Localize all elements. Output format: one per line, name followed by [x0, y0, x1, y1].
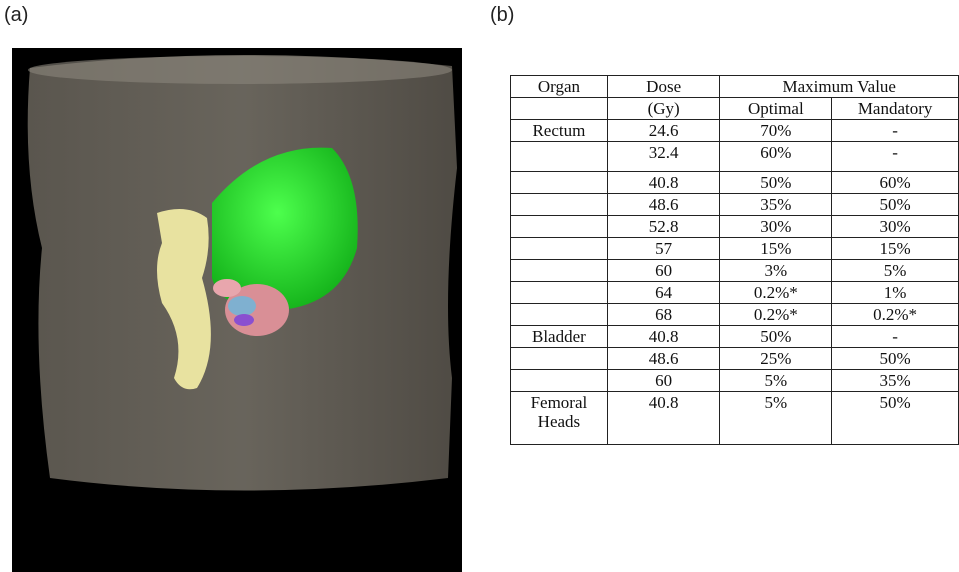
- table-cell: 25%: [719, 347, 833, 370]
- table-cell: 35%: [719, 193, 833, 216]
- table-cell: 0.2%*: [719, 281, 833, 304]
- table-row: 64 0.2%* 1%: [510, 281, 959, 304]
- table-cell: 15%: [719, 237, 833, 260]
- table-cell: 5%: [831, 259, 959, 282]
- table-row: Bladder 40.8 50% -: [510, 325, 959, 348]
- table-cell: Organ: [510, 75, 608, 98]
- table-cell: 5%: [719, 369, 833, 392]
- table-cell: 30%: [831, 215, 959, 238]
- table-row: 57 15% 15%: [510, 237, 959, 260]
- table-cell: 60%: [719, 141, 833, 172]
- table-cell: 60%: [831, 171, 959, 194]
- table-cell: [510, 97, 608, 120]
- table-cell: [510, 215, 608, 238]
- table-cell: 50%: [831, 347, 959, 370]
- table-cell: 50%: [719, 171, 833, 194]
- table-cell: 50%: [831, 193, 959, 216]
- table-cell: [510, 281, 608, 304]
- table-row: 52.8 30% 30%: [510, 215, 959, 238]
- panel-label: (b): [490, 4, 515, 26]
- table-cell: 70%: [719, 119, 833, 142]
- table-cell: 3%: [719, 259, 833, 282]
- table-cell: 60: [606, 259, 721, 282]
- table-cell: [510, 171, 608, 194]
- table-cell: (Gy): [606, 97, 721, 120]
- table-cell: [510, 369, 608, 392]
- table-row: 60 3% 5%: [510, 259, 959, 282]
- table-cell: 64: [606, 281, 721, 304]
- table-row: (Gy) Optimal Mandatory: [510, 97, 959, 120]
- render-image: [12, 48, 462, 572]
- table-cell: -: [831, 141, 959, 172]
- table-row: Rectum 24.6 70% -: [510, 119, 959, 142]
- table-cell: [510, 193, 608, 216]
- table-cell: 52.8: [606, 215, 721, 238]
- table-cell: 40.8: [606, 391, 721, 445]
- table-row: 48.6 35% 50%: [510, 193, 959, 216]
- table-cell: -: [831, 325, 959, 348]
- table-cell: 0.2%*: [831, 303, 959, 326]
- table-cell: [510, 303, 608, 326]
- table-cell: -: [831, 119, 959, 142]
- table-cell: [510, 347, 608, 370]
- table-cell: Femoral Heads: [510, 391, 608, 445]
- table-cell: 48.6: [606, 347, 721, 370]
- table-cell: 57: [606, 237, 721, 260]
- table-cell: 48.6: [606, 193, 721, 216]
- table-cell: 50%: [719, 325, 833, 348]
- table-cell: Dose: [606, 75, 721, 98]
- table-cell: 15%: [831, 237, 959, 260]
- table-cell: 1%: [831, 281, 959, 304]
- table-row: Organ Dose Maximum Value: [510, 75, 959, 98]
- table-row: 60 5% 35%: [510, 369, 959, 392]
- table-cell: 0.2%*: [719, 303, 833, 326]
- table-cell: Maximum Value: [719, 75, 959, 98]
- table-cell: 60: [606, 369, 721, 392]
- table-cell: Bladder: [510, 325, 608, 348]
- table-cell: 30%: [719, 215, 833, 238]
- table-row: 48.6 25% 50%: [510, 347, 959, 370]
- table-row: Femoral Heads 40.8 5% 50%: [510, 391, 959, 445]
- table-cell: 35%: [831, 369, 959, 392]
- table-row: 68 0.2%* 0.2%*: [510, 303, 959, 326]
- table-row: 40.8 50% 60%: [510, 171, 959, 194]
- table: Organ Dose Maximum Value (Gy) Optimal Mandato…: [510, 75, 959, 445]
- table-row: 32.4 60% -: [510, 141, 959, 172]
- table-cell: [510, 237, 608, 260]
- table-cell: Optimal: [719, 97, 833, 120]
- table-cell: 32.4: [606, 141, 721, 172]
- table-cell: 24.6: [606, 119, 721, 142]
- table-cell: 5%: [719, 391, 833, 445]
- panel-label: (a): [4, 4, 29, 26]
- table-cell: 40.8: [606, 325, 721, 348]
- table-cell: 50%: [831, 391, 959, 445]
- table-cell: [510, 259, 608, 282]
- table-cell: [510, 141, 608, 172]
- table-cell: 40.8: [606, 171, 721, 194]
- table-cell: 68: [606, 303, 721, 326]
- table-cell: Rectum: [510, 119, 608, 142]
- table-cell: Mandatory: [831, 97, 959, 120]
